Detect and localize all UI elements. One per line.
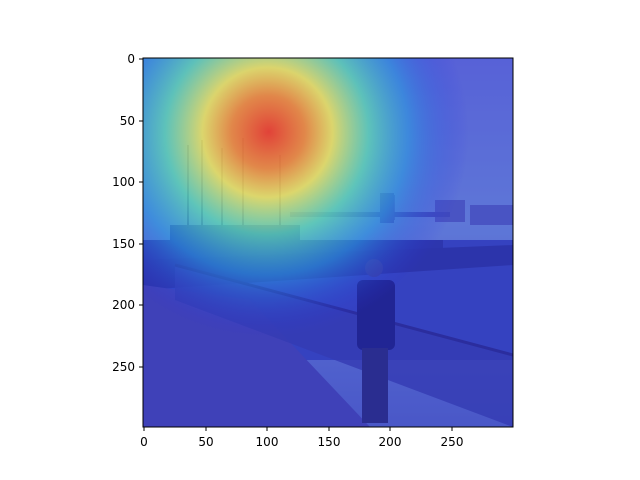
- y-tick-200: 200: [112, 298, 135, 312]
- x-tick-100: 100: [256, 435, 279, 449]
- x-tick-200: 200: [379, 435, 402, 449]
- y-tick-50: 50: [120, 114, 135, 128]
- y-tick-100: 100: [112, 175, 135, 189]
- x-axis: 0 50 100 150 200 250: [140, 427, 463, 449]
- plot-frame: [142, 57, 514, 428]
- y-axis: 0 50 100 150 200 250: [112, 52, 143, 374]
- x-tick-0: 0: [140, 435, 148, 449]
- x-tick-50: 50: [198, 435, 213, 449]
- x-tick-250: 250: [441, 435, 464, 449]
- image-area: [143, 58, 513, 427]
- x-tick-150: 150: [318, 435, 341, 449]
- y-tick-150: 150: [112, 237, 135, 251]
- y-tick-0: 0: [127, 52, 135, 66]
- y-tick-250: 250: [112, 360, 135, 374]
